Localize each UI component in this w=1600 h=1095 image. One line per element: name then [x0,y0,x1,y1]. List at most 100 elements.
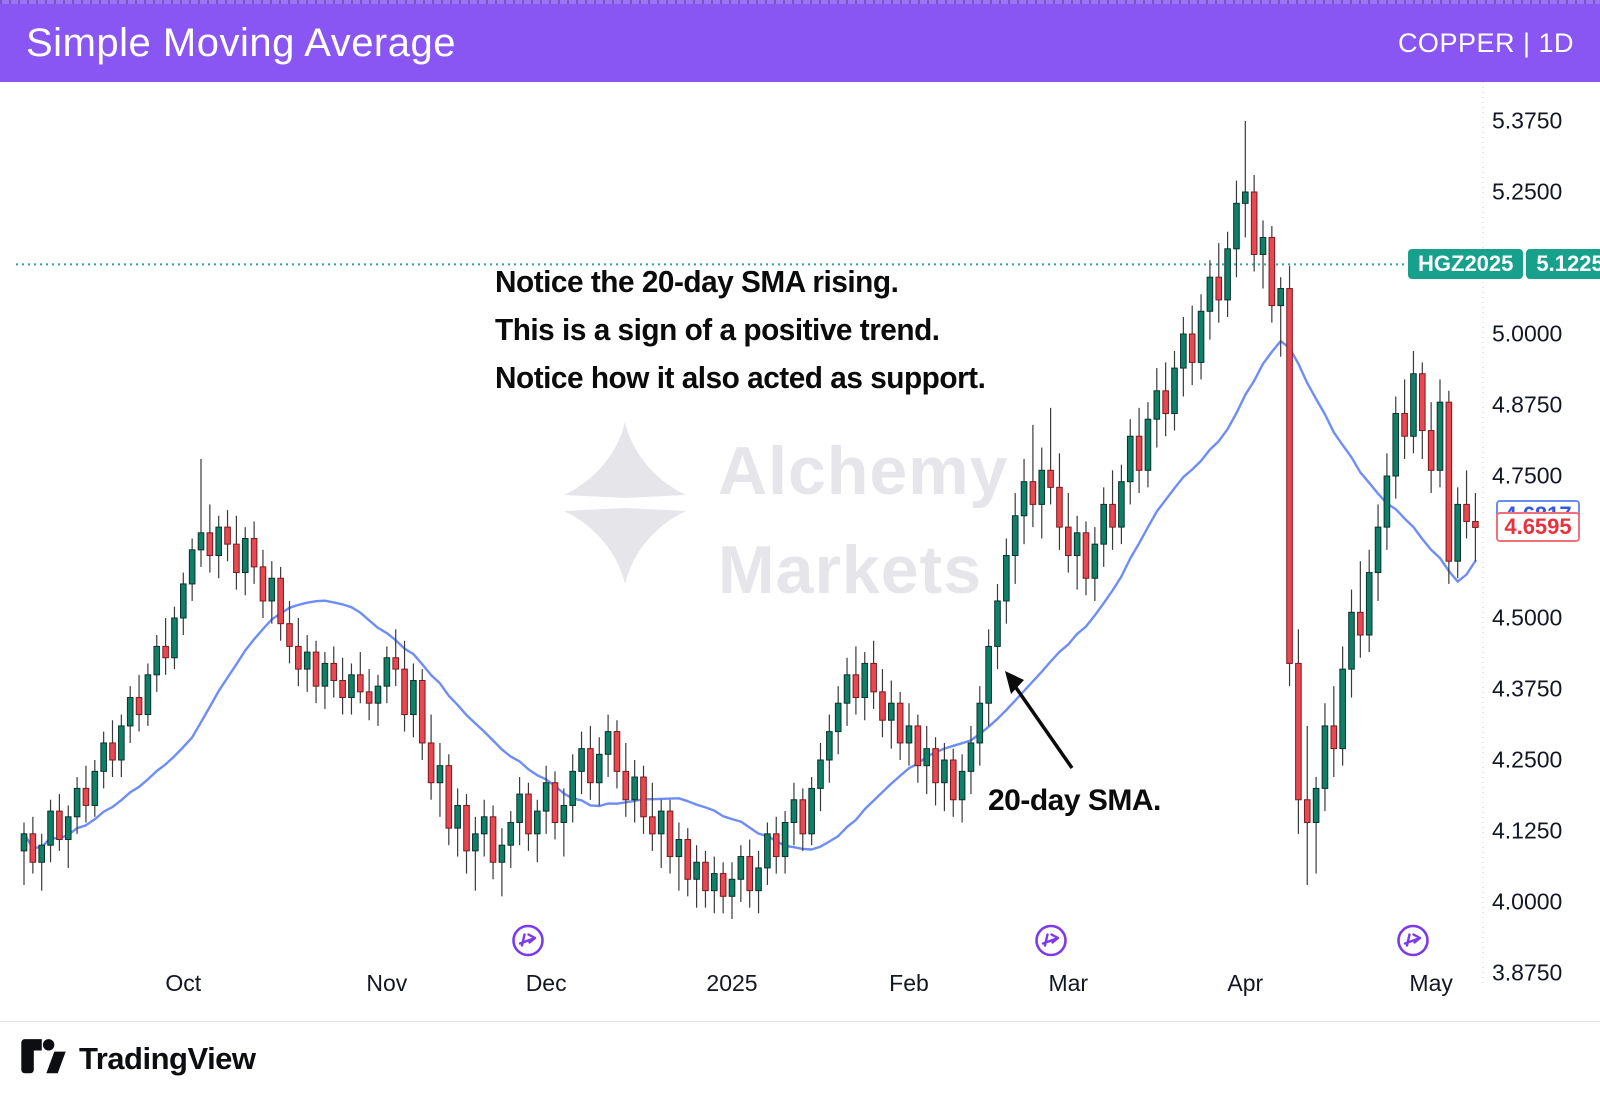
rollover-marker-icon[interactable] [1033,923,1069,964]
y-axis-tick: 4.0000 [1492,888,1563,915]
candle-down [1472,520,1479,528]
candle-up [1020,481,1028,517]
candle-down [445,765,453,829]
candle-down [330,662,338,681]
candle-up [843,674,851,704]
candle-up [888,702,895,721]
candle-down [392,657,399,670]
candle-up [321,662,329,687]
candle-up [507,821,515,846]
candle-up [171,617,178,659]
candle-down [339,679,346,699]
candle-up [38,844,46,863]
candle-up [781,821,789,858]
candle-down [295,645,302,670]
candle-up [737,856,745,880]
candle-up [20,833,28,852]
y-axis-tick: 4.3750 [1492,675,1563,702]
candle-up [91,770,99,806]
candle-up [1144,418,1152,471]
candle-down [206,532,214,557]
annotation-arrow [1005,671,1024,694]
candle-down [1135,435,1143,471]
candle-down [312,651,320,687]
candle-down [879,691,886,721]
candle-up [1242,191,1249,204]
candle-up [861,662,869,699]
candle-up [1224,248,1231,301]
contract-price-badge: HGZ2025 5.1225 [1408,249,1600,280]
candle-up [826,731,833,761]
candle-down [1029,481,1037,505]
candle-down [932,748,939,784]
candle-up [241,537,249,574]
candle-up [73,787,81,818]
candle-up [100,742,107,772]
candle-down [29,833,37,863]
candle-down [622,770,630,801]
y-axis-tick: 5.2500 [1492,178,1563,205]
candle-down [463,804,470,852]
candle-down [1215,276,1223,301]
y-axis-tick: 5.3750 [1492,107,1563,134]
candle-up [126,697,134,727]
candle-down [162,645,169,659]
candle-down [870,662,877,693]
candle-up [534,810,541,835]
rollover-marker-icon[interactable] [1395,923,1431,964]
candle-down [1295,662,1302,801]
candle-down [286,623,293,647]
candle-down [1419,373,1426,432]
rollover-marker-icon[interactable] [510,923,546,964]
candle-down [1056,486,1063,528]
candle-down [1303,799,1311,823]
candle-down [1250,191,1258,255]
candle-down [1330,725,1338,750]
candle-up [1011,515,1019,557]
candle-down [1065,526,1072,557]
candle-up [790,799,798,823]
candle-up [595,753,603,784]
candle-up [542,782,550,812]
chart-panel[interactable]: Alchemy Markets Notice the 20-day SMA ri… [0,82,1600,1022]
candle-up [728,878,736,897]
y-axis-tick: 4.7500 [1492,462,1563,489]
candle-up [1126,435,1134,483]
candle-up [383,657,391,687]
candle-up [967,742,975,772]
candlestick-chart[interactable] [0,82,1600,1022]
sma-annotation-label: 20-day SMA. [988,784,1161,817]
candle-down [489,816,497,863]
x-axis-tick: Apr [1227,970,1264,996]
candle-down [852,674,860,699]
candle-down [233,543,240,574]
candle-down [666,810,674,858]
candle-down [649,816,656,835]
x-axis-tick: Nov [366,970,408,996]
candle-up [985,645,992,704]
candle-up [1259,236,1267,255]
candle-up [578,748,585,772]
candle-down [914,725,922,767]
candle-up [1100,503,1108,545]
candle-up [118,725,125,761]
candle-down [1463,503,1470,522]
y-axis-tick: 5.0000 [1492,320,1563,347]
candle-down [1047,469,1054,488]
candle-up [1392,413,1400,477]
candle-up [1312,787,1320,823]
candle-up [604,731,612,755]
candle-up [1003,555,1010,602]
candle-down [1286,288,1293,664]
candle-up [631,776,638,801]
candle-up [560,804,568,823]
x-axis-tick: May [1409,970,1453,996]
tradingview-logo-icon [21,1039,66,1074]
candle-up [755,867,762,892]
last-price-badge: 4.6595 [1496,512,1580,543]
candle-down [1162,390,1169,415]
candle-up [1410,373,1417,437]
candle-down [259,566,267,602]
candle-up [1118,481,1125,528]
candle-up [569,770,577,806]
